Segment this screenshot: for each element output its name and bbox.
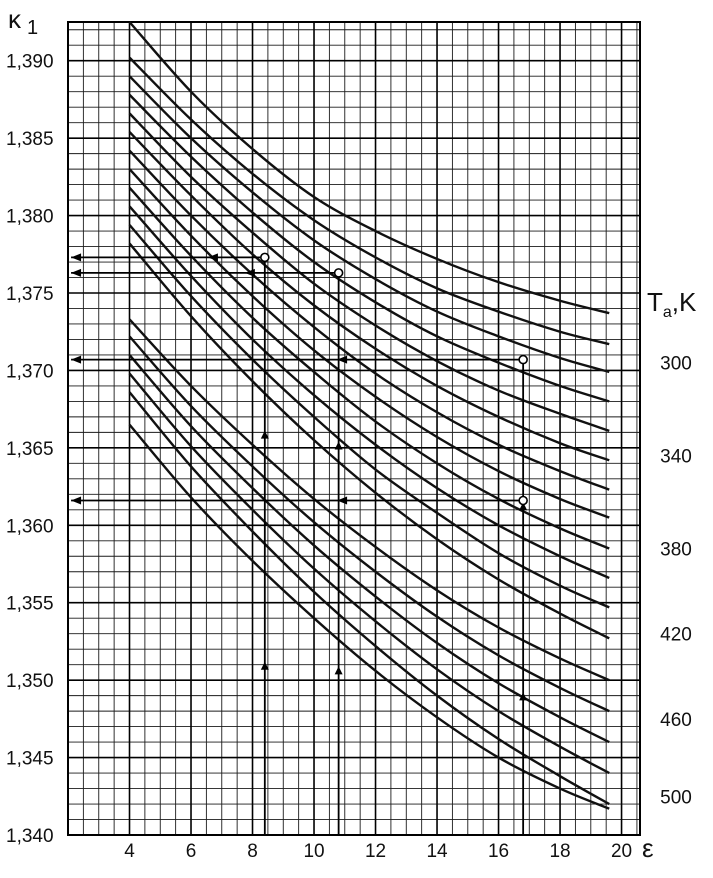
right-tick-label: 460 <box>660 710 692 731</box>
right-tick-label: 420 <box>660 625 692 646</box>
y-tick-label: 1,345 <box>6 749 54 770</box>
arrow-head-left <box>337 496 348 505</box>
y-tick-label: 1,355 <box>6 594 54 615</box>
arrow-head-up <box>334 666 343 675</box>
series-curve <box>128 93 610 403</box>
series-curve <box>128 205 610 580</box>
series-curve <box>128 242 610 640</box>
series-curve <box>128 372 610 775</box>
arrow-head-up <box>260 661 269 670</box>
annotations <box>71 252 528 835</box>
x-tick-label: 6 <box>186 841 197 862</box>
series-curve <box>128 354 610 744</box>
series-curve <box>128 131 610 462</box>
series-curve <box>128 186 610 550</box>
plot-frame <box>67 21 641 836</box>
arrow-head-left <box>244 268 255 277</box>
y-tick-label: 1,360 <box>6 516 54 537</box>
series-curve <box>128 56 610 346</box>
y-tick-label: 1,365 <box>6 439 54 460</box>
right-tick-label: 380 <box>660 540 692 561</box>
arrow-head-left <box>71 496 82 505</box>
x-tick-label: 18 <box>549 841 570 862</box>
right-axis-title-sub: a <box>663 304 672 321</box>
arrow-head-left <box>337 355 348 364</box>
arrow-head-left <box>71 253 82 262</box>
x-axis-title: ε <box>642 833 654 863</box>
arrow-head-left <box>207 253 218 262</box>
x-tick-label: 14 <box>426 841 448 862</box>
series-curve <box>128 318 610 682</box>
arrow-head-up <box>334 441 343 450</box>
series-curve <box>128 112 610 432</box>
right-axis-title-unit: ,K <box>672 287 697 317</box>
series-curve <box>128 423 610 810</box>
x-tick-label: 10 <box>303 841 324 862</box>
x-tick-label: 20 <box>611 841 632 862</box>
x-tick-label: 16 <box>488 841 509 862</box>
open-point-marker <box>518 495 528 506</box>
series-curve <box>128 391 610 806</box>
y-tick-label: 1,340 <box>6 826 54 847</box>
right-tick-label: 500 <box>660 787 692 808</box>
right-tick-labels: 300 340 380 420 460 500 <box>660 354 692 809</box>
y-tick-label: 1,370 <box>6 361 54 382</box>
open-point-marker <box>518 354 528 365</box>
y-tick-label: 1,375 <box>6 284 54 305</box>
x-tick-labels: 4 6 8 10 12 14 16 18 20 <box>124 841 632 862</box>
arrow-head-up <box>519 502 528 511</box>
arrow-head-up <box>260 430 269 439</box>
series-curve <box>128 75 610 374</box>
curves <box>128 21 610 810</box>
series-curve <box>128 224 610 609</box>
series-curve <box>128 21 610 315</box>
y-tick-labels: 1,340 1,345 1,350 1,355 1,360 1,365 1,370 1,375… <box>6 52 54 847</box>
arrow-head-left <box>71 355 82 364</box>
series-curve <box>128 149 610 491</box>
right-tick-label: 340 <box>660 447 692 468</box>
major-grid <box>67 21 641 836</box>
y-tick-label: 1,350 <box>6 671 54 692</box>
x-tick-label: 4 <box>124 841 135 862</box>
series-curve <box>128 168 610 519</box>
arrow-head-up <box>519 692 528 701</box>
right-axis-title: Ta,K <box>647 287 697 321</box>
y-tick-label: 1,380 <box>6 207 54 228</box>
series-curve <box>128 335 610 713</box>
right-tick-label: 300 <box>660 354 692 375</box>
right-axis-title-main: T <box>647 287 663 317</box>
y-tick-label: 1,390 <box>6 52 54 73</box>
y-axis-title-main: κ <box>8 4 22 34</box>
y-tick-label: 1,385 <box>6 129 54 150</box>
x-tick-label: 12 <box>365 841 386 862</box>
open-point-marker <box>333 268 344 278</box>
x-tick-label: 8 <box>247 841 258 862</box>
arrow-head-left <box>71 268 82 277</box>
open-point-marker <box>260 252 270 263</box>
y-axis-title-sub: 1 <box>27 17 38 39</box>
